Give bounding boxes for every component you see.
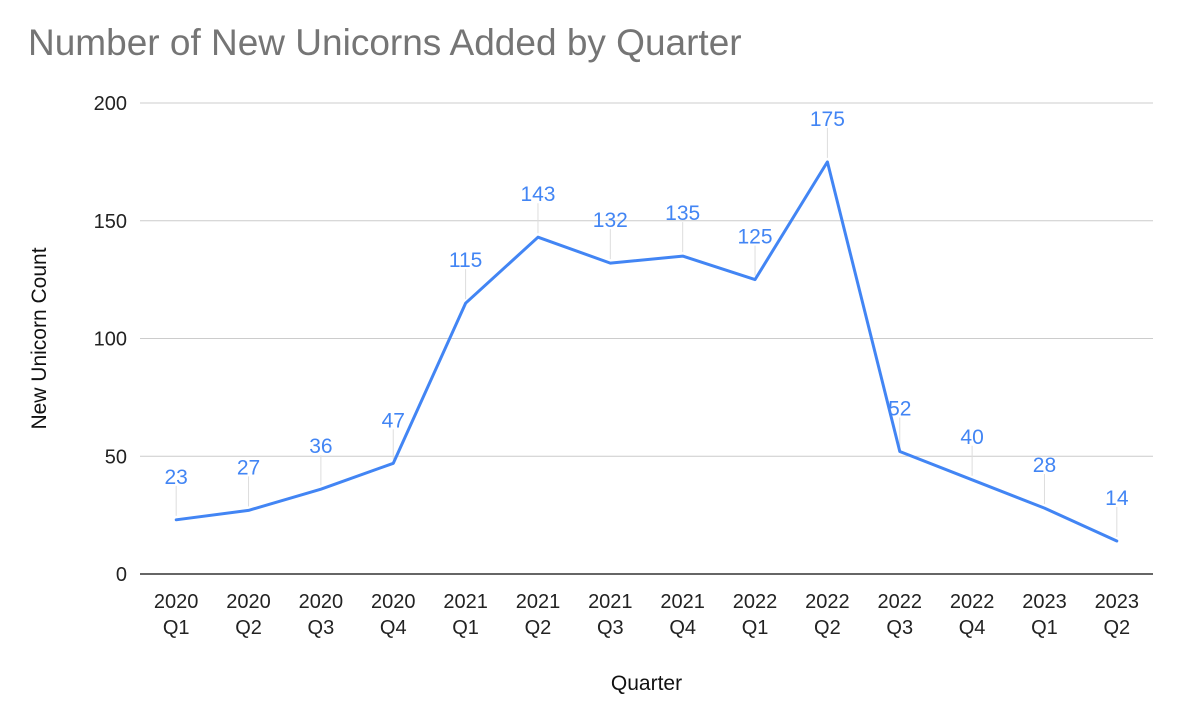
x-tick-label-quarter: Q1 (452, 617, 479, 639)
x-tick-label-quarter: Q1 (163, 617, 190, 639)
x-tick-label-year: 2021 (516, 591, 561, 613)
x-tick-label-quarter: Q1 (742, 617, 769, 639)
axes: 0 50 100 150 200 2020 Q1 2020 Q2 2020 Q3 2020 Q4 2021… (94, 93, 1153, 639)
data-label: 143 (520, 183, 555, 206)
x-tick-label-quarter: Q3 (597, 617, 624, 639)
series-line (174, 160, 1119, 543)
x-axis-title: Quarter (611, 672, 682, 695)
x-tick-label-quarter: Q4 (669, 617, 696, 639)
series (174, 160, 1119, 543)
data-label: 14 (1105, 487, 1129, 510)
gridlines (140, 102, 1153, 457)
data-label: 135 (665, 202, 700, 225)
y-tick-label: 50 (105, 446, 127, 468)
x-tick-label-year: 2022 (878, 591, 923, 613)
data-labels: 23 27 36 47 115 143 132 135 125 175 52 40 28 14 (164, 108, 1128, 510)
x-tick-label-year: 2023 (1095, 591, 1140, 613)
y-tick-label: 0 (116, 564, 127, 586)
chart-title: Number of New Unicorns Added by Quarter (28, 22, 742, 63)
data-label: 23 (164, 466, 187, 489)
label-leaders (175, 127, 1118, 538)
x-tick-label-quarter: Q2 (1103, 617, 1130, 639)
x-tick-label-quarter: Q3 (886, 617, 913, 639)
y-axis-title: New Unicorn Count (28, 247, 51, 429)
x-tick-label-year: 2023 (1022, 591, 1067, 613)
x-tick-label-year: 2022 (805, 591, 850, 613)
data-label: 115 (449, 249, 482, 272)
data-label: 175 (810, 108, 845, 131)
x-tick-label-year: 2021 (660, 591, 705, 613)
x-tick-label-quarter: Q2 (814, 617, 841, 639)
x-tick-label-year: 2022 (950, 591, 995, 613)
x-tick-label-quarter: Q2 (525, 617, 552, 639)
y-tick-label: 200 (94, 93, 127, 115)
x-tick-label-year: 2020 (154, 591, 199, 613)
data-label: 40 (960, 426, 983, 449)
data-label: 125 (738, 226, 773, 249)
x-tick-label-quarter: Q1 (1031, 617, 1058, 639)
x-tick-label-year: 2020 (226, 591, 271, 613)
x-tick-label-quarter: Q2 (235, 617, 262, 639)
x-tick-label-quarter: Q4 (380, 617, 407, 639)
x-tick-label-quarter: Q3 (308, 617, 335, 639)
data-label: 52 (888, 398, 911, 421)
data-label: 27 (237, 456, 260, 479)
x-tick-label-year: 2020 (371, 591, 416, 613)
data-label: 132 (593, 209, 628, 232)
y-tick-label: 150 (94, 211, 127, 233)
data-label: 47 (382, 409, 405, 432)
x-tick-label-year: 2022 (733, 591, 778, 613)
x-tick-label-quarter: Q4 (959, 617, 986, 639)
x-tick-label-year: 2020 (299, 591, 344, 613)
y-tick-label: 100 (94, 329, 127, 351)
data-label: 36 (309, 435, 332, 458)
x-tick-label-year: 2021 (588, 591, 633, 613)
x-tick-label-year: 2021 (443, 591, 488, 613)
data-label: 28 (1033, 454, 1056, 477)
